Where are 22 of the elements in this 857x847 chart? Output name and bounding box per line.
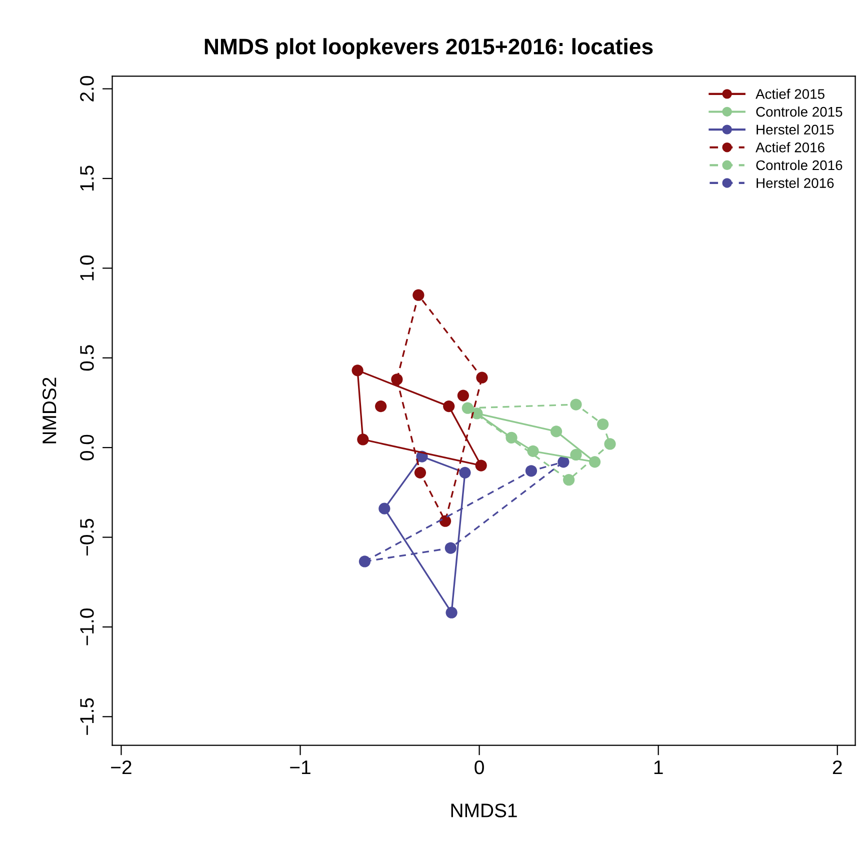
legend-label: Actief 2015 xyxy=(756,88,824,99)
y-tick-label: −1.5 xyxy=(80,698,94,735)
legend-label: Actief 2016 xyxy=(756,142,824,152)
x-tick-label: −2 xyxy=(111,760,132,774)
y-tick-label: −1.0 xyxy=(80,608,94,646)
legend-label: Controle 2016 xyxy=(756,160,842,170)
x-axis-title: NMDS1 xyxy=(451,804,517,818)
y-axis-title: NMDS2 xyxy=(42,378,56,444)
x-tick-label: 1 xyxy=(654,760,663,774)
chart-title: NMDS plot loopkevers 2015+2016: locaties xyxy=(204,38,653,59)
y-tick-label: 1.5 xyxy=(80,166,94,191)
y-tick-label: 2.0 xyxy=(80,76,94,102)
legend-label: Herstel 2016 xyxy=(756,178,834,188)
x-tick-label: 0 xyxy=(474,760,484,774)
y-tick-label: 0.0 xyxy=(80,434,94,460)
y-tick-label: 0.5 xyxy=(80,345,94,371)
y-tick-label: −0.5 xyxy=(80,518,94,556)
legend-label: Herstel 2015 xyxy=(756,124,834,135)
x-tick-label: −1 xyxy=(290,760,310,774)
y-tick-label: 1.0 xyxy=(80,255,94,280)
x-tick-label: 2 xyxy=(832,760,842,774)
legend-label: Controle 2015 xyxy=(756,106,842,117)
